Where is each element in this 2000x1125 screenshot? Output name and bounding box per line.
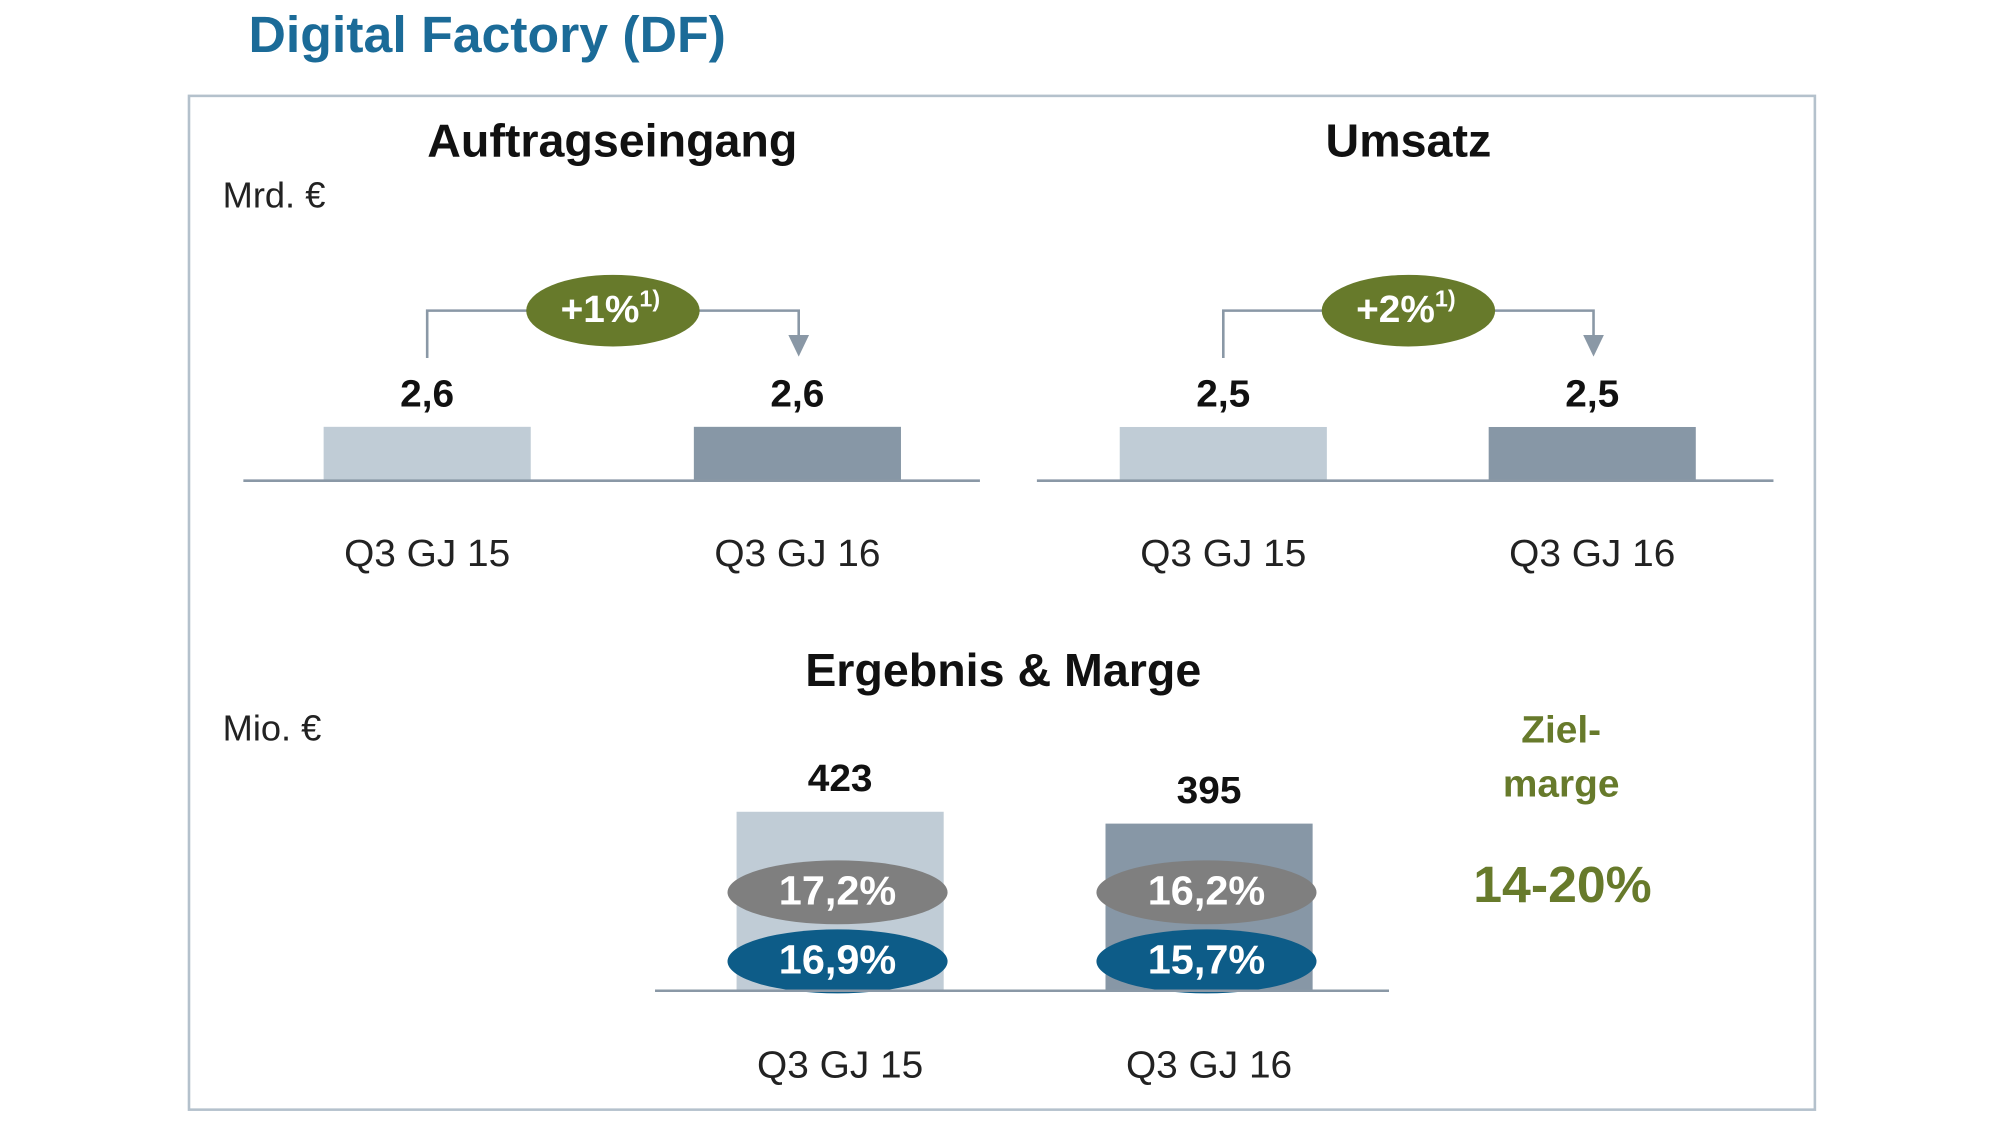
change-value: +1% bbox=[561, 288, 640, 331]
value-label: 423 bbox=[808, 757, 873, 800]
x-tick-label: Q3 GJ 15 bbox=[757, 1044, 923, 1087]
arrow-head bbox=[1583, 334, 1604, 357]
footnote-mark: 1) bbox=[639, 286, 660, 312]
target-label: Ziel- bbox=[1521, 709, 1601, 752]
frame bbox=[187, 94, 1817, 1111]
change-value: +2% bbox=[1356, 288, 1435, 331]
unit-label: Mio. € bbox=[223, 708, 322, 749]
margin-label: 17,2% bbox=[779, 868, 896, 914]
target-label: marge bbox=[1503, 763, 1620, 806]
chart-title: Ergebnis & Marge bbox=[805, 644, 1201, 696]
margin-badge bbox=[1096, 860, 1317, 925]
footnote-mark: 1) bbox=[1435, 286, 1456, 312]
change-label: +1%1) bbox=[561, 286, 660, 331]
target-range: 14-20% bbox=[1473, 855, 1651, 913]
value-label: 2,6 bbox=[400, 372, 454, 415]
content: Digital Factory (DF) Auftragseingang Mrd.… bbox=[187, 5, 1817, 1111]
chart-title: Umsatz bbox=[1326, 115, 1492, 167]
margin-label: 16,9% bbox=[779, 937, 896, 983]
x-tick-label: Q3 GJ 16 bbox=[1126, 1044, 1292, 1087]
change-badge bbox=[526, 274, 700, 347]
chart-title: Auftragseingang bbox=[427, 115, 797, 167]
unit-label: Mrd. € bbox=[223, 175, 326, 216]
x-tick-label: Q3 GJ 15 bbox=[344, 532, 510, 575]
value-label: 2,6 bbox=[770, 372, 824, 415]
change-badge bbox=[1321, 274, 1496, 347]
margin-label: 16,2% bbox=[1148, 868, 1265, 914]
value-label: 2,5 bbox=[1196, 373, 1250, 416]
margin-label: 15,7% bbox=[1148, 937, 1265, 983]
x-tick-label: Q3 GJ 16 bbox=[1509, 532, 1675, 575]
bar bbox=[693, 426, 901, 481]
page-title: Digital Factory (DF) bbox=[249, 5, 726, 63]
bar bbox=[323, 426, 531, 481]
margin-badge bbox=[727, 929, 948, 994]
margin-badge bbox=[727, 860, 948, 925]
arrow-head bbox=[788, 334, 810, 357]
bar bbox=[1488, 426, 1696, 481]
margin-badge bbox=[1096, 929, 1317, 994]
bar bbox=[1119, 426, 1327, 481]
x-tick-label: Q3 GJ 16 bbox=[714, 532, 880, 575]
change-label: +2%1) bbox=[1356, 286, 1455, 331]
x-tick-label: Q3 GJ 15 bbox=[1140, 532, 1306, 575]
value-label: 2,5 bbox=[1565, 373, 1619, 416]
value-label: 395 bbox=[1177, 769, 1242, 812]
